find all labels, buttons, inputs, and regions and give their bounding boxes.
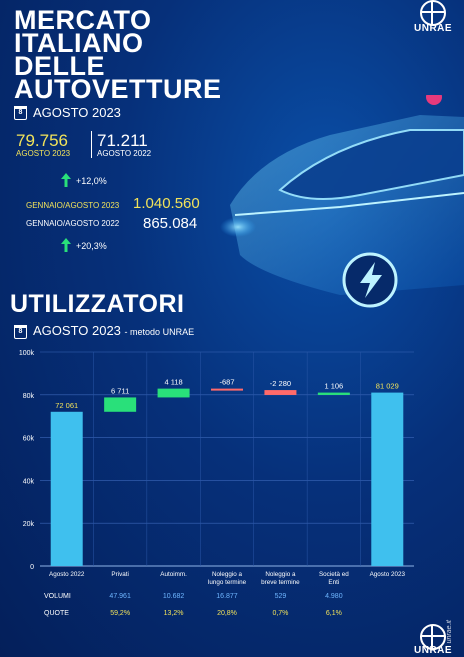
ytd-change: +20,3%: [76, 241, 107, 251]
stats-divider: [91, 131, 92, 158]
unrae-footer-logo-icon: [420, 624, 446, 650]
x-tick-label: Autoimm.: [160, 571, 187, 578]
x-tick-label: lungo termine: [208, 579, 247, 586]
period-label: AGOSTO 2023: [33, 105, 121, 120]
table-row-label: VOLUMI: [44, 593, 71, 600]
y-tick-label: 100k: [19, 350, 35, 357]
x-tick-label: Agosto 2023: [370, 571, 406, 578]
ytd-current-value: 1.040.560: [133, 195, 200, 212]
value-label: 6 711: [111, 386, 129, 395]
title-line-4: AUTOVETTURE: [14, 74, 222, 104]
title-line-3: DELLE: [14, 51, 106, 81]
chart-bars: [50, 388, 404, 566]
table-cell: 59,2%: [110, 610, 130, 617]
value-labels: 72 061 6 711 4 118 -687 -2 280 1 106 81 029: [55, 378, 399, 410]
table-cell: 4.980: [325, 593, 343, 600]
x-tick-label: breve termine: [261, 579, 300, 586]
ytd-current-label: GENNAIO/AGOSTO 2023: [26, 201, 120, 210]
bar-decrease: [264, 390, 297, 395]
value-label: -2 280: [270, 379, 291, 388]
x-tick-label: Società ed: [319, 571, 349, 578]
x-tick-label: Privati: [111, 571, 129, 578]
y-tick-label: 0: [30, 564, 34, 571]
section-title: UTILIZZATORI: [10, 290, 185, 318]
table-cell: 529: [275, 593, 287, 600]
waterfall-chart: 0 20k 40k 60k 80k 100k 72 061 6 711 4 118 -687 -2…: [19, 350, 414, 617]
y-axis-ticks: 0 20k 40k 60k 80k 100k: [19, 350, 35, 571]
footer-side-text: unrae.it: [446, 620, 453, 644]
calendar-icon: 8: [14, 325, 27, 339]
table-cell: 0,7%: [272, 610, 288, 617]
unrae-footer-logo-text: UNRAE: [414, 645, 453, 656]
arrow-up-icon: [61, 238, 71, 252]
title-line-2: ITALIANO: [14, 28, 144, 58]
calendar-icon: 8: [14, 106, 27, 120]
table-cell: 10.682: [163, 593, 185, 600]
ytd-previous-value: 865.084: [143, 215, 198, 232]
y-tick-label: 80k: [23, 393, 35, 400]
bar-total: [371, 392, 404, 566]
table-cell: 20,8%: [217, 610, 237, 617]
value-label: -687: [219, 378, 234, 387]
y-tick-label: 40k: [23, 478, 35, 485]
y-tick-label: 60k: [23, 436, 35, 443]
monthly-change: +12,0%: [76, 176, 107, 186]
bar-total: [50, 411, 83, 566]
table-cell: 47.961: [109, 593, 131, 600]
ytd-previous-label: GENNAIO/AGOSTO 2022: [26, 219, 120, 228]
title-line-1: MERCATO: [14, 5, 152, 35]
value-label: 81 029: [376, 382, 399, 391]
bar-increase: [157, 388, 190, 398]
bar-decrease: [211, 388, 243, 391]
bar-increase: [104, 397, 137, 412]
x-tick-label: Noleggio a: [212, 571, 243, 578]
y-tick-label: 20k: [23, 521, 35, 528]
previous-label: AGOSTO 2022: [97, 149, 152, 158]
value-label: 4 118: [164, 378, 182, 387]
arrow-up-icon: [61, 173, 71, 187]
current-label: AGOSTO 2023: [16, 149, 71, 158]
table-cell: 6,1%: [326, 610, 342, 617]
car-illustration: [220, 95, 464, 308]
table-cell: 16.877: [216, 593, 238, 600]
current-value: 79.756: [16, 131, 68, 150]
value-label: 72 061: [55, 401, 78, 410]
table-cell: 13,2%: [164, 610, 184, 617]
x-axis-labels: Agosto 2022 Privati Autoimm. Noleggio alung…: [49, 571, 405, 586]
chart-grid: [40, 351, 414, 567]
unrae-logo-icon: [420, 0, 446, 26]
unrae-logo-text: UNRAE: [414, 23, 453, 34]
section-method: - metodo UNRAE: [124, 327, 195, 337]
value-label: 1 106: [324, 382, 343, 391]
x-tick-label: Noleggio a: [265, 571, 296, 578]
bar-increase: [317, 392, 350, 395]
table-row-label: QUOTE: [44, 610, 69, 617]
section-period: AGOSTO 2023 - metodo UNRAE: [33, 323, 194, 338]
x-tick-label: Agosto 2022: [49, 571, 85, 578]
x-tick-label: Enti: [328, 579, 339, 586]
section-period-date: AGOSTO 2023: [33, 323, 121, 338]
previous-value: 71.211: [97, 131, 148, 150]
data-table: VOLUMI 47.961 10.682 16.877 529 4.980 QUOTE 59,…: [44, 593, 343, 617]
